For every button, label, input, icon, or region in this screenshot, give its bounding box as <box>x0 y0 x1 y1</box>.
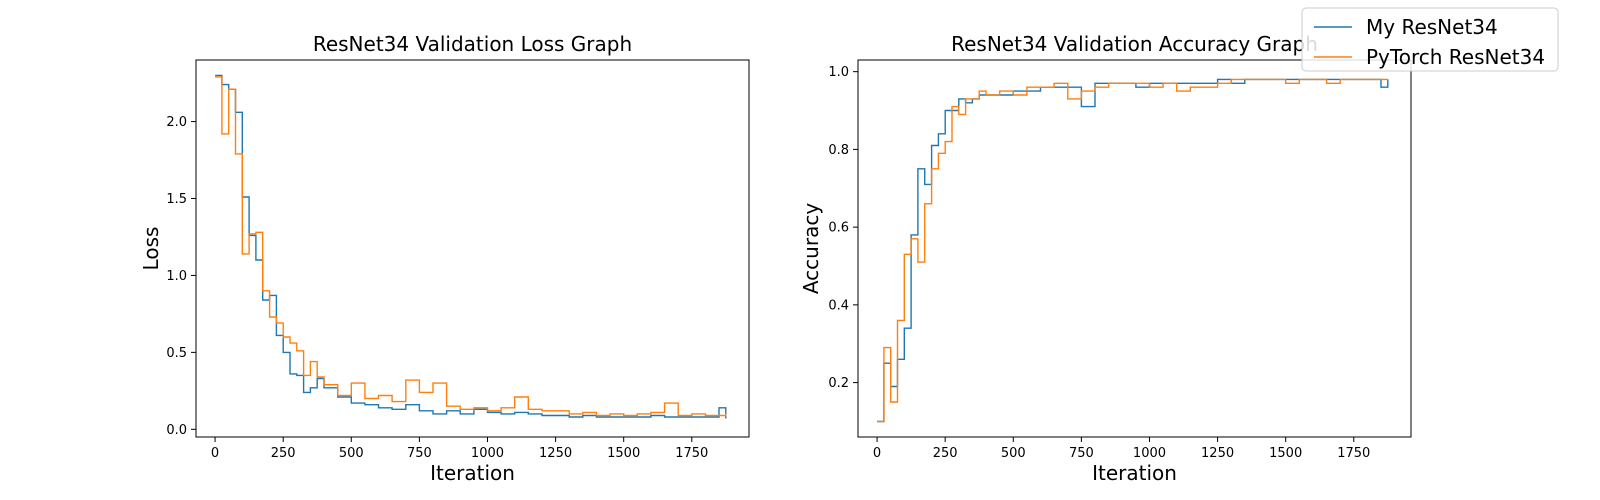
y-axis-label: Accuracy <box>799 203 823 294</box>
series-line-pytorch-resnet34 <box>877 79 1388 421</box>
x-axis-label: Iteration <box>1092 461 1177 485</box>
x-tick-label: 1500 <box>607 446 640 461</box>
x-tick-label: 1000 <box>471 446 504 461</box>
x-tick-label: 1000 <box>1133 446 1166 461</box>
chart-title: ResNet34 Validation Loss Graph <box>313 32 632 56</box>
chart-title: ResNet34 Validation Accuracy Graph <box>951 32 1318 56</box>
legend-label-my-resnet34: My ResNet34 <box>1366 15 1498 39</box>
x-tick-label: 250 <box>933 446 958 461</box>
y-tick-label: 0.4 <box>828 298 849 313</box>
x-tick-label: 500 <box>339 446 364 461</box>
legend-label-pytorch-resnet34: PyTorch ResNet34 <box>1366 45 1545 69</box>
x-tick-label: 1750 <box>675 446 708 461</box>
x-tick-label: 1500 <box>1269 446 1302 461</box>
x-tick-label: 1250 <box>539 446 572 461</box>
y-tick-label: 2.0 <box>166 115 187 130</box>
y-tick-label: 1.5 <box>166 192 187 207</box>
y-tick-label: 1.0 <box>828 65 849 80</box>
y-tick-label: 0.2 <box>828 376 849 391</box>
plot-frame <box>196 60 749 437</box>
x-tick-label: 1750 <box>1337 446 1370 461</box>
x-tick-label: 1250 <box>1201 446 1234 461</box>
x-tick-label: 0 <box>873 446 881 461</box>
y-tick-label: 0.0 <box>166 423 187 438</box>
y-axis-label: Loss <box>139 227 163 271</box>
plot-frame <box>858 60 1411 437</box>
x-axis-label: Iteration <box>430 461 515 485</box>
y-tick-label: 1.0 <box>166 269 187 284</box>
y-tick-label: 0.8 <box>828 143 849 158</box>
x-tick-label: 500 <box>1001 446 1026 461</box>
series-line-my-resnet34 <box>215 75 726 418</box>
series-line-my-resnet34 <box>877 79 1388 421</box>
y-tick-label: 0.5 <box>166 346 187 361</box>
x-tick-label: 0 <box>211 446 219 461</box>
x-tick-label: 750 <box>407 446 432 461</box>
x-tick-label: 750 <box>1069 446 1094 461</box>
y-tick-label: 0.6 <box>828 221 849 236</box>
x-tick-label: 250 <box>271 446 296 461</box>
series-line-pytorch-resnet34 <box>215 77 726 416</box>
